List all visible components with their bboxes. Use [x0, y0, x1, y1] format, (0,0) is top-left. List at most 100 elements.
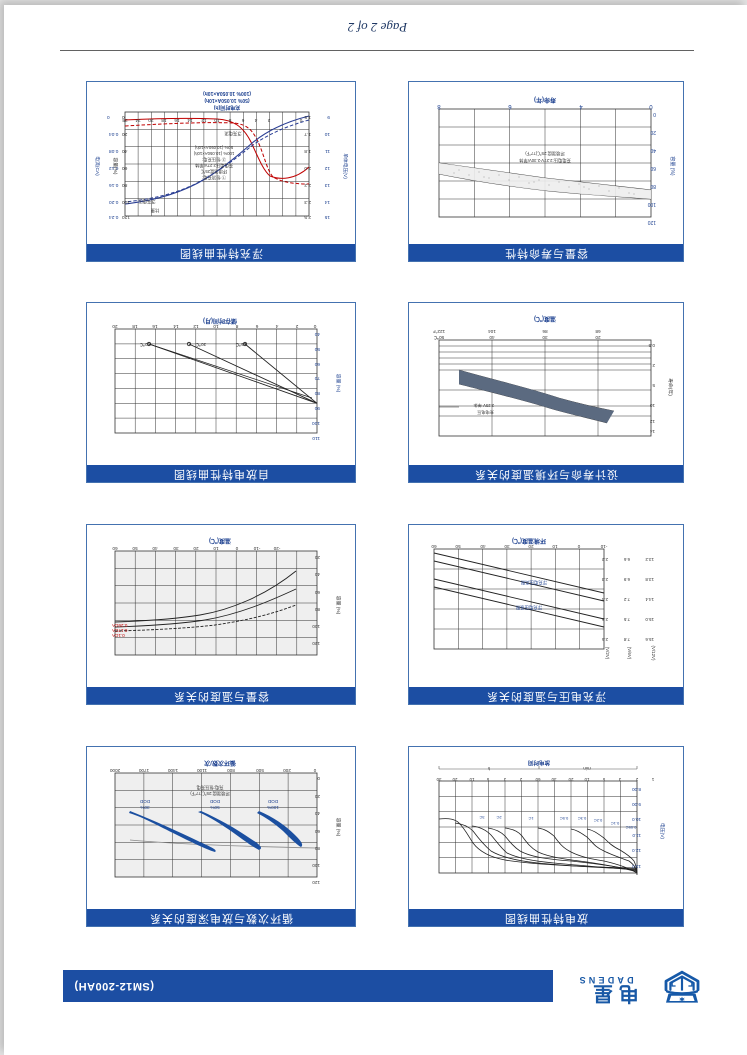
svg-text:0: 0	[313, 323, 316, 329]
svg-text:50: 50	[132, 546, 138, 551]
svg-text:2.3: 2.3	[304, 199, 311, 205]
svg-text:(50% 10.050A×10h): (50% 10.050A×10h)	[204, 97, 250, 103]
svg-text:2.2: 2.2	[601, 557, 608, 562]
svg-text:0.05C: 0.05C	[626, 825, 637, 830]
svg-text:1100: 1100	[197, 768, 207, 773]
svg-text:15.6: 15.6	[645, 637, 654, 642]
svg-text:DOD: DOD	[139, 799, 150, 804]
svg-text:110: 110	[312, 435, 320, 441]
svg-text:容量 (%): 容量 (%)	[335, 596, 342, 615]
svg-text:寿命(年): 寿命(年)	[534, 96, 556, 104]
svg-text:100: 100	[647, 201, 656, 207]
svg-text:6.6: 6.6	[623, 557, 630, 562]
svg-text:储存时间(月): 储存时间(月)	[203, 317, 238, 325]
svg-text:浮充电压低限: 浮充电压低限	[515, 604, 542, 611]
svg-text:14.4: 14.4	[645, 597, 654, 602]
svg-text:充电时间(h): 充电时间(h)	[213, 104, 240, 111]
svg-text:11.0: 11.0	[632, 833, 641, 838]
svg-text:6.9: 6.9	[623, 577, 630, 582]
svg-text:30: 30	[551, 777, 556, 782]
svg-text:h: h	[487, 766, 490, 771]
svg-text:放电时间: 放电时间	[528, 759, 552, 767]
svg-text:3C: 3C	[479, 815, 484, 820]
svg-text:0.5C: 0.5C	[560, 816, 569, 821]
svg-text:0.1CA: 0.1CA	[111, 633, 125, 638]
svg-text:20: 20	[314, 794, 320, 799]
svg-text:(V/2V): (V/2V)	[605, 647, 610, 660]
svg-text:20: 20	[148, 117, 154, 123]
svg-text:122°F: 122°F	[433, 329, 446, 334]
svg-text:100% (10.050A×10h): 100% (10.050A×10h)	[193, 151, 234, 156]
svg-text:2.5: 2.5	[304, 214, 311, 220]
svg-text:环境温度(℃): 环境温度(℃)	[512, 537, 546, 545]
svg-text:(V/12V): (V/12V)	[651, 646, 656, 661]
svg-text:50: 50	[455, 544, 461, 549]
svg-text:10.0: 10.0	[632, 817, 641, 822]
svg-text:0.04: 0.04	[109, 131, 119, 137]
svg-text:12: 12	[649, 419, 655, 424]
svg-text:6: 6	[255, 323, 258, 329]
svg-text:60: 60	[314, 590, 320, 595]
svg-text:20: 20	[528, 544, 534, 549]
svg-text:20: 20	[595, 335, 601, 340]
svg-text:16: 16	[174, 117, 180, 123]
svg-text:30%: 30%	[140, 805, 149, 810]
svg-text:40: 40	[480, 544, 486, 549]
svg-text:120: 120	[312, 641, 320, 646]
svg-text:100: 100	[122, 199, 130, 205]
svg-text:25℃: 25℃	[235, 342, 246, 347]
svg-text:0.08: 0.08	[109, 148, 119, 154]
svg-text:30: 30	[173, 546, 179, 551]
svg-text:0: 0	[299, 117, 302, 123]
svg-text:8.00: 8.00	[632, 787, 641, 792]
svg-text:1400: 1400	[167, 768, 178, 773]
svg-text:80: 80	[314, 607, 320, 612]
svg-text:容量 (%): 容量 (%)	[335, 818, 342, 837]
svg-text:50%: 50%	[210, 805, 219, 810]
svg-text:容量(%): 容量(%)	[112, 157, 119, 174]
svg-text:20: 20	[314, 555, 320, 560]
svg-text:电压(V): 电压(V)	[659, 823, 666, 839]
svg-text:1.8: 1.8	[304, 148, 311, 154]
svg-text:DOD: DOD	[267, 799, 278, 804]
svg-text:60: 60	[314, 829, 320, 834]
svg-text:86: 86	[542, 329, 548, 334]
svg-text:100%: 100%	[267, 805, 279, 810]
svg-text:1.7: 1.7	[304, 131, 311, 137]
svg-text:28: 28	[122, 117, 128, 123]
svg-text:14: 14	[649, 429, 655, 434]
svg-text:60: 60	[650, 165, 656, 171]
svg-text:2C: 2C	[496, 815, 501, 820]
svg-text:0.26CA: 0.26CA	[111, 623, 127, 628]
svg-text:2: 2	[267, 117, 270, 123]
svg-text:70: 70	[314, 375, 320, 381]
svg-text:0.5: 0.5	[648, 343, 655, 348]
svg-text:4: 4	[579, 103, 583, 109]
svg-text:充电电压2.27V/单体: 充电电压2.27V/单体	[194, 162, 233, 169]
svg-text:80: 80	[122, 182, 128, 188]
svg-text:500: 500	[256, 768, 264, 773]
svg-text:2: 2	[295, 323, 298, 329]
svg-text:循环次数/次: 循环次数/次	[204, 759, 236, 767]
svg-text:1: 1	[651, 777, 654, 782]
svg-text:68: 68	[595, 329, 601, 334]
svg-text:20: 20	[568, 777, 573, 782]
svg-text:-20: -20	[273, 546, 280, 551]
svg-text:30: 30	[542, 335, 548, 340]
svg-text:浮充电流: 浮充电流	[224, 130, 242, 137]
svg-text:14: 14	[187, 117, 193, 123]
svg-text:4: 4	[254, 117, 257, 123]
svg-text:20: 20	[452, 777, 457, 782]
svg-text:2.25V 单体: 2.25V 单体	[473, 402, 494, 409]
svg-text:(100% 10.050A×10h): (100% 10.050A×10h)	[203, 90, 251, 96]
svg-text:浮充电压: 浮充电压	[138, 198, 156, 205]
svg-text:40: 40	[314, 572, 320, 577]
svg-text:800: 800	[227, 768, 235, 773]
svg-text:0.3C: 0.3C	[578, 816, 587, 821]
svg-text:100: 100	[312, 420, 320, 426]
svg-text:0: 0	[313, 768, 316, 773]
svg-text:20: 20	[650, 129, 656, 135]
svg-text:温度(℃): 温度(℃)	[209, 537, 231, 545]
svg-text:90: 90	[314, 405, 320, 411]
svg-text:2000: 2000	[109, 768, 120, 773]
